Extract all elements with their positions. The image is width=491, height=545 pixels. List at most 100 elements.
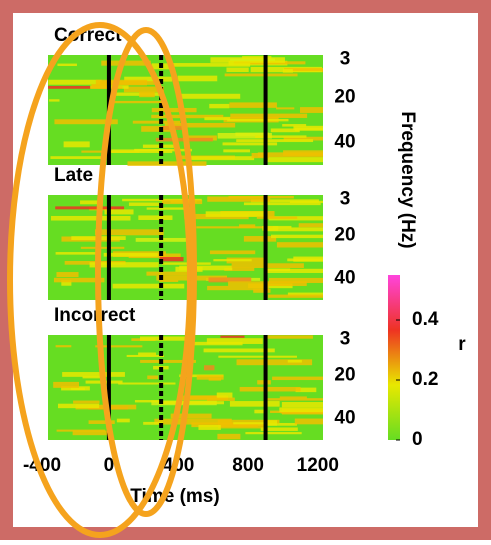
heatmap-texture — [132, 120, 181, 124]
heatmap-texture — [49, 99, 60, 102]
heatmap-texture — [270, 128, 300, 133]
heatmap-texture — [91, 84, 107, 89]
heatmap-texture — [272, 376, 323, 381]
heatmap-texture — [128, 202, 160, 206]
heatmap-texture — [146, 271, 195, 276]
heatmap-texture — [123, 86, 164, 93]
heatmap-texture — [190, 156, 255, 161]
colorbar-label: r — [458, 334, 466, 355]
heatmap-texture — [220, 335, 245, 338]
heatmap-texture — [48, 79, 102, 85]
y-tick-label: 3 — [340, 188, 351, 209]
heatmap-texture — [164, 122, 236, 128]
heatmap-texture — [282, 69, 293, 73]
heatmap-texture — [203, 348, 275, 353]
heatmap-texture — [143, 421, 164, 425]
heatmap-texture — [208, 377, 222, 381]
panel-title: Late — [54, 165, 93, 186]
heatmap-texture — [226, 67, 249, 73]
colorbar — [388, 275, 400, 440]
heatmap-texture — [61, 386, 90, 391]
heatmap-texture — [72, 430, 113, 436]
heatmap-texture — [116, 418, 130, 423]
heatmap-texture — [104, 209, 134, 215]
heatmap-texture — [161, 199, 203, 205]
heatmap-texture — [191, 422, 258, 428]
heatmap-texture — [295, 387, 317, 393]
heatmap-texture — [206, 397, 235, 401]
heatmap-texture — [262, 226, 279, 231]
heatmap-texture — [124, 76, 173, 82]
heatmap-texture — [48, 85, 123, 89]
heatmap-texture — [233, 422, 268, 425]
heatmap-texture — [230, 113, 308, 118]
heatmap-texture — [257, 152, 323, 158]
heatmap-texture — [222, 142, 278, 146]
annotation-ellipse — [95, 27, 197, 517]
heatmap-texture — [236, 139, 314, 143]
heatmap-texture — [230, 58, 275, 61]
heatmap-texture — [251, 152, 269, 159]
heatmap-texture — [138, 352, 157, 356]
y-axis-label: Frequency (Hz) — [397, 111, 418, 248]
heatmap-texture — [50, 215, 131, 221]
heatmap-texture — [207, 196, 271, 202]
heatmap-texture — [287, 258, 323, 262]
heatmap-texture — [206, 338, 263, 344]
heatmap-texture — [112, 92, 164, 96]
heatmap-texture — [53, 381, 80, 388]
heatmap-texture — [217, 419, 280, 424]
heatmap-texture — [146, 207, 192, 210]
heatmap-texture — [282, 124, 307, 127]
heatmap-texture — [177, 75, 218, 82]
heatmap-texture — [62, 372, 125, 377]
heatmap-texture — [298, 223, 323, 228]
heatmap-texture — [239, 386, 301, 392]
x-tick-label: 0 — [104, 455, 115, 476]
heatmap-texture — [213, 259, 252, 262]
heatmap-texture — [276, 242, 323, 248]
heatmap-texture — [161, 401, 224, 405]
heatmap-texture — [224, 73, 298, 77]
heatmap-texture — [73, 400, 100, 404]
heatmap-texture — [254, 409, 265, 414]
heatmap-texture — [300, 107, 323, 113]
heatmap-texture — [55, 252, 99, 255]
heatmap-texture — [151, 107, 197, 113]
heatmap-texture — [228, 195, 294, 199]
heatmap-texture — [196, 375, 224, 380]
heatmap-texture — [224, 267, 255, 271]
heatmap-texture — [61, 280, 72, 286]
heatmap-texture — [236, 359, 313, 366]
heatmap-texture — [56, 272, 79, 278]
heatmap-texture — [287, 359, 302, 363]
heatmap-texture — [204, 117, 231, 121]
heatmap-texture — [204, 365, 215, 371]
heatmap-texture — [179, 265, 233, 271]
heatmap-texture — [147, 375, 159, 380]
heatmap-texture — [294, 418, 323, 425]
heatmap-texture — [140, 336, 188, 341]
heatmap-texture — [293, 125, 323, 131]
colorbar-tick-label: 0.4 — [412, 309, 439, 330]
heatmap-texture — [138, 215, 173, 220]
heatmap-texture — [159, 256, 184, 262]
y-tick-label: 20 — [334, 365, 355, 386]
heatmap-texture — [103, 252, 158, 257]
heatmap-texture — [88, 420, 115, 424]
heatmap-texture — [154, 418, 232, 425]
heatmap-texture — [253, 288, 271, 293]
heatmap-texture — [135, 237, 195, 242]
heatmap-texture — [217, 133, 272, 139]
heatmap-texture — [159, 279, 179, 283]
heatmap-texture — [127, 161, 207, 166]
y-tick-label: 20 — [334, 87, 355, 108]
heatmap-texture — [216, 392, 233, 399]
heatmap-texture — [260, 427, 298, 431]
heatmap-texture — [229, 102, 277, 108]
heatmap-texture — [279, 407, 323, 413]
heatmap-texture — [284, 68, 323, 71]
panel-title: Incorrect — [54, 305, 136, 326]
heatmap-texture — [205, 211, 267, 217]
heatmap-texture — [227, 118, 289, 122]
